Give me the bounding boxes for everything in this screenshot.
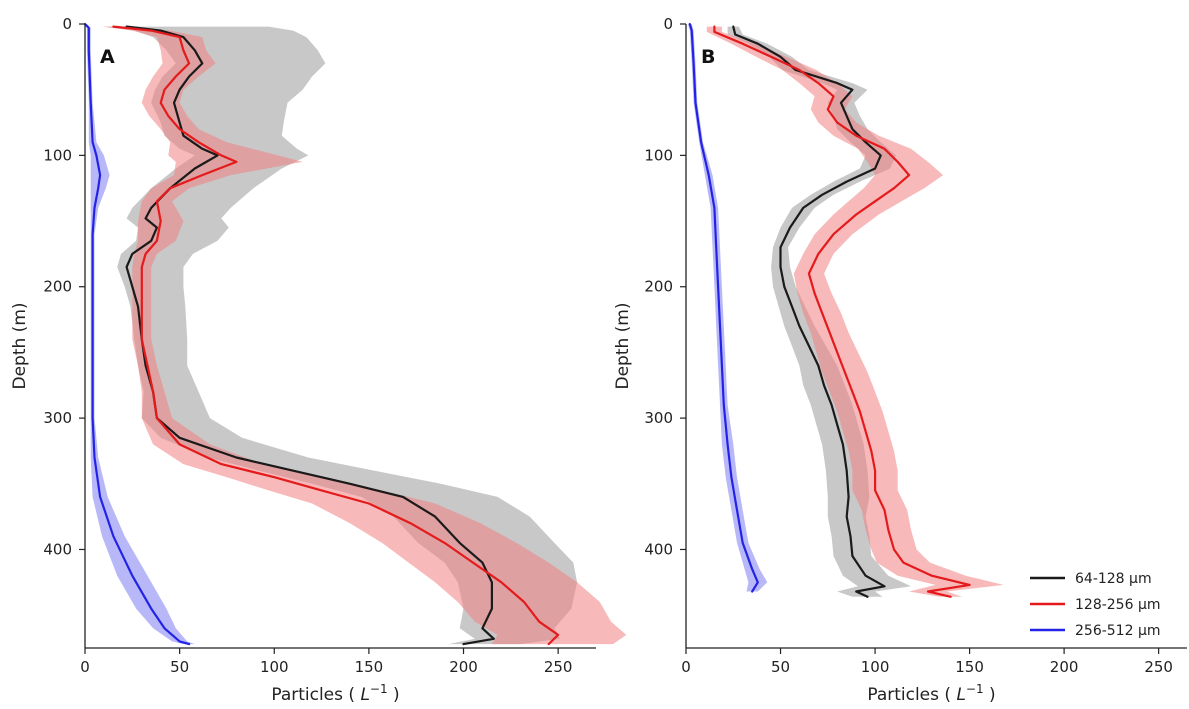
x-tick-label-a: 0 [80, 658, 90, 676]
series-line-b-1 [713, 25, 971, 598]
series-band-b-0 [727, 26, 911, 597]
chart-panel-a: 0 50 100 150 200 250 0 100 200 300 400 Particles ( … [10, 15, 627, 705]
y-axis-title-a: Depth (m) [10, 302, 30, 389]
series-line-b-0 [732, 25, 886, 598]
x-axis-title-a: Particles ( L−1 ) [271, 682, 399, 705]
series-line-a-0 [125, 25, 495, 646]
y-tick-label-b: 200 [644, 278, 673, 296]
y-tick-label-a: 0 [62, 15, 72, 33]
x-tick-label-b: 50 [771, 658, 790, 676]
y-tick-label-a: 100 [43, 146, 72, 164]
series-band-a-0 [103, 26, 578, 645]
series-band-b-1 [706, 26, 1004, 597]
panel-letter-b: B [701, 46, 715, 68]
chart-panel-b: 0 50 100 150 200 250 0 100 200 300 400 Particles ( … [613, 15, 1187, 705]
y-tick-label-b: 100 [644, 146, 673, 164]
x-axis-title-b: Particles ( L−1 ) [867, 682, 995, 705]
y-tick-label-b: 300 [644, 409, 673, 427]
y-tick-label-a: 400 [43, 540, 72, 558]
legend: 64-128 µm 128-256 µm 256-512 µm [1030, 571, 1161, 639]
legend-label-1: 128-256 µm [1075, 597, 1161, 613]
x-tick-label-a: 200 [449, 658, 478, 676]
y-tick-label-b: 0 [663, 15, 673, 33]
x-tick-label-b: 150 [955, 658, 984, 676]
panel-letter-a: A [100, 46, 115, 68]
series-band-a-1 [102, 26, 627, 645]
x-tick-label-b: 0 [681, 658, 691, 676]
series-line-a-1 [112, 25, 560, 646]
x-tick-label-a: 250 [544, 658, 573, 676]
legend-label-0: 64-128 µm [1075, 571, 1152, 587]
legend-label-2: 256-512 µm [1075, 623, 1161, 639]
x-tick-label-b: 200 [1050, 658, 1079, 676]
y-tick-label-b: 400 [644, 540, 673, 558]
y-tick-label-a: 300 [43, 409, 72, 427]
y-tick-label-a: 200 [43, 278, 72, 296]
x-tick-label-b: 100 [861, 658, 890, 676]
x-tick-label-a: 150 [355, 658, 384, 676]
series-line-a-2 [83, 22, 191, 646]
x-tick-label-b: 250 [1144, 658, 1173, 676]
series-band-b-2 [687, 24, 768, 592]
x-tick-label-a: 100 [260, 658, 289, 676]
x-tick-label-a: 50 [170, 658, 189, 676]
y-axis-title-b: Depth (m) [613, 302, 633, 389]
series-line-b-2 [688, 22, 759, 593]
